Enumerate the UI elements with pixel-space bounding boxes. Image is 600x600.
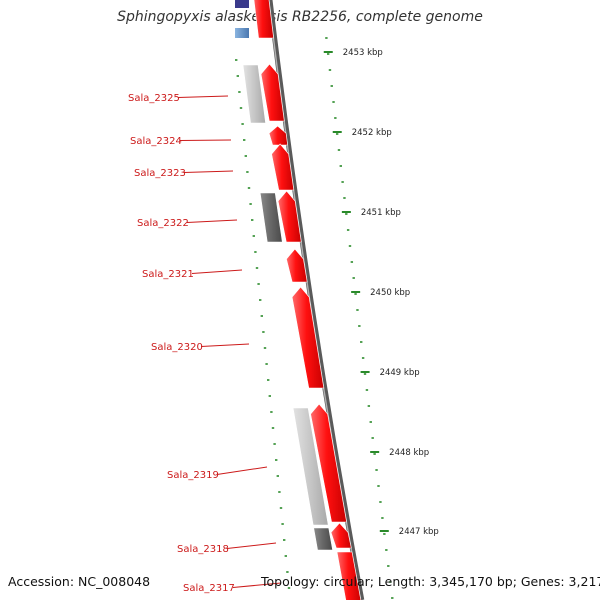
kbp-label: 2453 kbp <box>343 48 383 58</box>
kbp-label: 2448 kbp <box>389 448 429 458</box>
backbone-line <box>267 0 365 600</box>
gene-box <box>313 527 333 551</box>
gene-arrow <box>291 286 325 389</box>
kbp-label: 2450 kbp <box>370 288 410 298</box>
kbp-label: 2447 kbp <box>399 527 439 537</box>
gene-label: Sala_2320 <box>151 342 203 353</box>
label-leader-line <box>183 170 234 173</box>
gene-arrow <box>253 0 274 39</box>
gene-arrow <box>286 248 308 283</box>
gene-arrow <box>277 190 302 243</box>
map-title: Sphingopyxis alaskensis RB2256, complete… <box>117 9 483 25</box>
gene-label: Sala_2318 <box>177 544 229 555</box>
gene-arrow <box>336 551 362 600</box>
gene-arrow <box>330 522 352 549</box>
topology-text: Topology: circular; Length: 3,345,170 bp… <box>261 574 600 589</box>
gene-label: Sala_2324 <box>130 136 182 147</box>
gene-box <box>292 407 329 526</box>
label-leader-line <box>232 582 282 588</box>
gene-arrow <box>260 63 285 122</box>
kbp-label: 2452 kbp <box>352 128 392 138</box>
label-leader-line <box>186 219 238 223</box>
gene-label: Sala_2321 <box>142 269 194 280</box>
gene-label: Sala_2323 <box>134 168 186 179</box>
gene-label: Sala_2325 <box>128 93 180 104</box>
gene-label: Sala_2322 <box>137 218 189 229</box>
gene-arrow <box>310 403 347 523</box>
gene-arrow <box>271 143 295 191</box>
gene-box <box>235 28 249 38</box>
gene-box <box>259 192 283 243</box>
label-leader-line <box>200 343 250 347</box>
gene-box <box>242 64 266 124</box>
label-leader-line <box>226 542 277 549</box>
gene-box <box>235 0 249 8</box>
label-leader-line <box>216 466 268 475</box>
kbp-label: 2449 kbp <box>380 368 420 378</box>
label-leader-line <box>177 95 229 98</box>
kbp-label: 2451 kbp <box>361 208 401 218</box>
accession-text: Accession: NC_008048 <box>8 574 151 589</box>
gene-label: Sala_2319 <box>167 470 219 481</box>
label-leader-line <box>179 139 232 141</box>
label-leader-line <box>191 269 243 274</box>
gene-label: Sala_2317 <box>183 583 235 594</box>
